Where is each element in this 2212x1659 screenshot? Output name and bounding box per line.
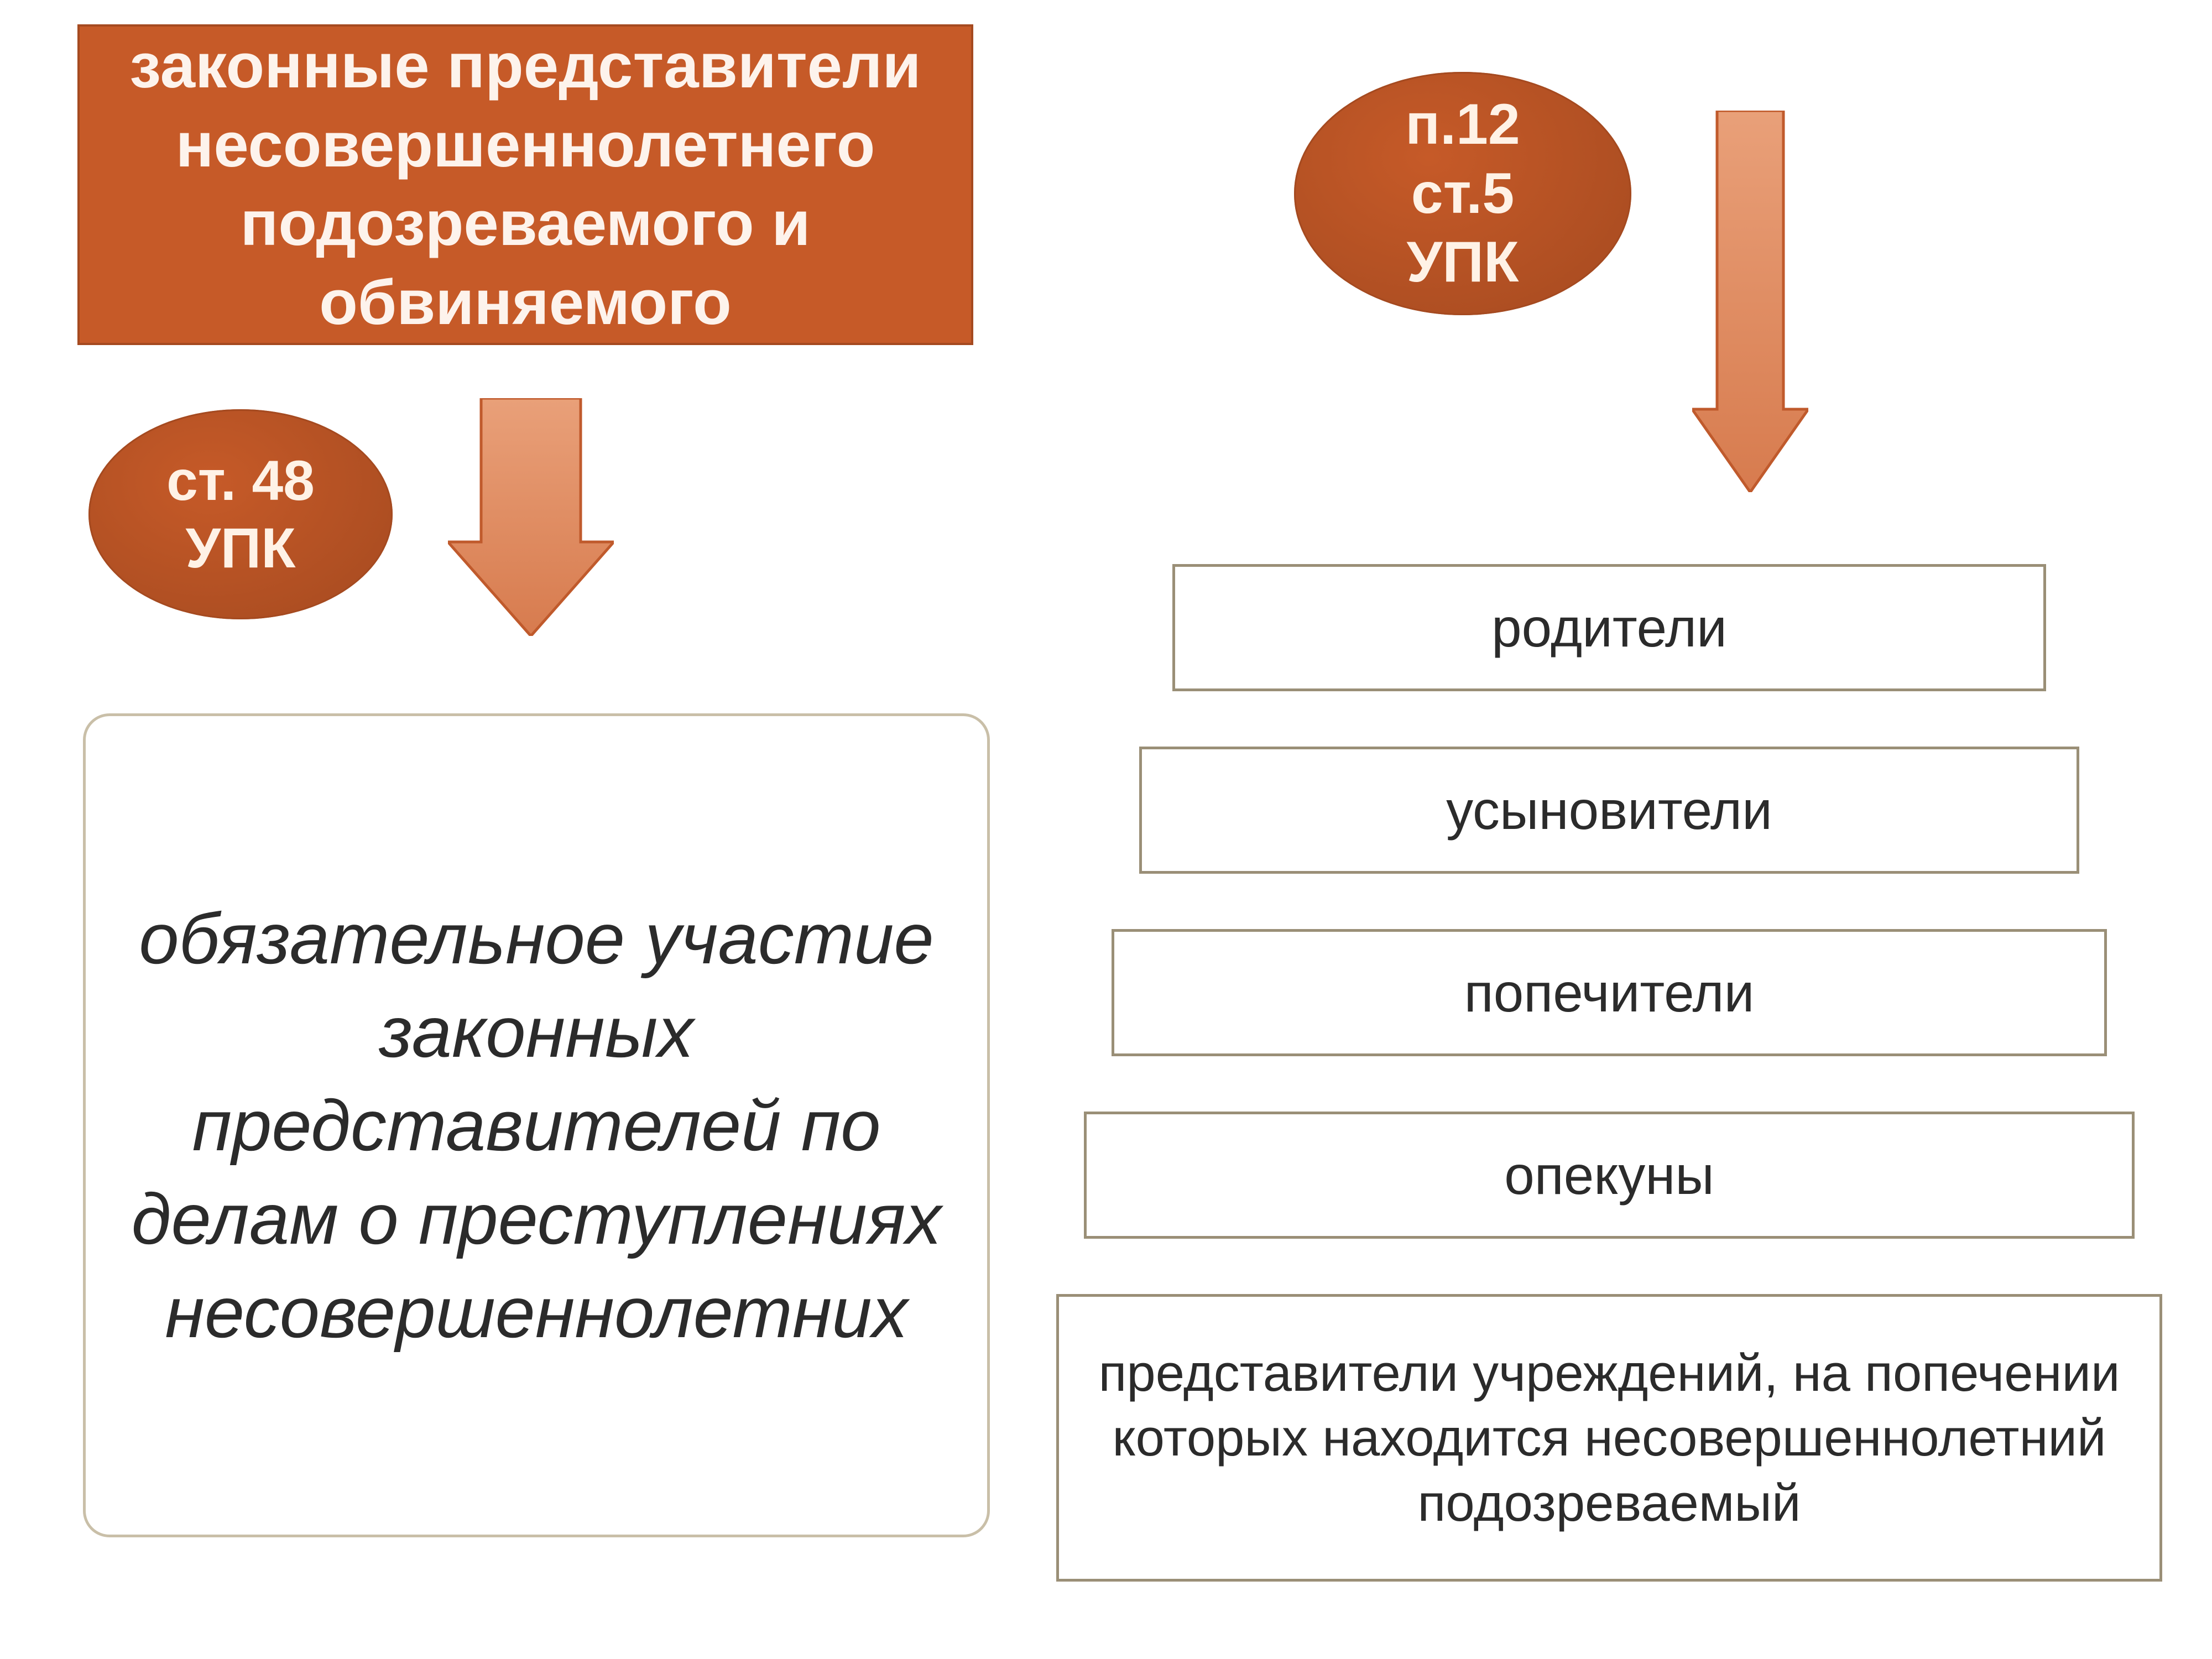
- stack-item-3: опекуны: [1084, 1112, 2135, 1239]
- stack-item-label: родители: [1491, 594, 1727, 662]
- ellipse-left-text: ст. 48 УПК: [166, 447, 315, 582]
- stack-item-label: попечители: [1464, 959, 1755, 1027]
- stack-item-2: попечители: [1112, 929, 2107, 1056]
- note-text: обязательное участие законных представит…: [119, 892, 954, 1359]
- ellipse-left: ст. 48 УПК: [88, 409, 393, 619]
- stack-item-4: представители учреждений, на попечении к…: [1056, 1294, 2162, 1582]
- stack-item-label: опекуны: [1504, 1141, 1714, 1209]
- title-box: законные представители несовершеннолетне…: [77, 24, 973, 345]
- ellipse-right-text: п.12 ст.5 УПК: [1405, 90, 1520, 297]
- diagram-canvas: законные представители несовершеннолетне…: [0, 0, 2212, 1659]
- stack-item-label: представители учреждений, на попечении к…: [1081, 1340, 2137, 1536]
- note-box: обязательное участие законных представит…: [83, 713, 990, 1537]
- stack-item-0: родители: [1172, 564, 2046, 691]
- stack-item-1: усыновители: [1139, 747, 2079, 874]
- arrow-down-left-icon: [448, 398, 614, 636]
- arrow-down-right-icon: [1692, 111, 1808, 492]
- title-text: законные представители несовершеннолетне…: [102, 27, 949, 342]
- ellipse-right: п.12 ст.5 УПК: [1294, 72, 1631, 315]
- stack-item-label: усыновители: [1446, 776, 1772, 844]
